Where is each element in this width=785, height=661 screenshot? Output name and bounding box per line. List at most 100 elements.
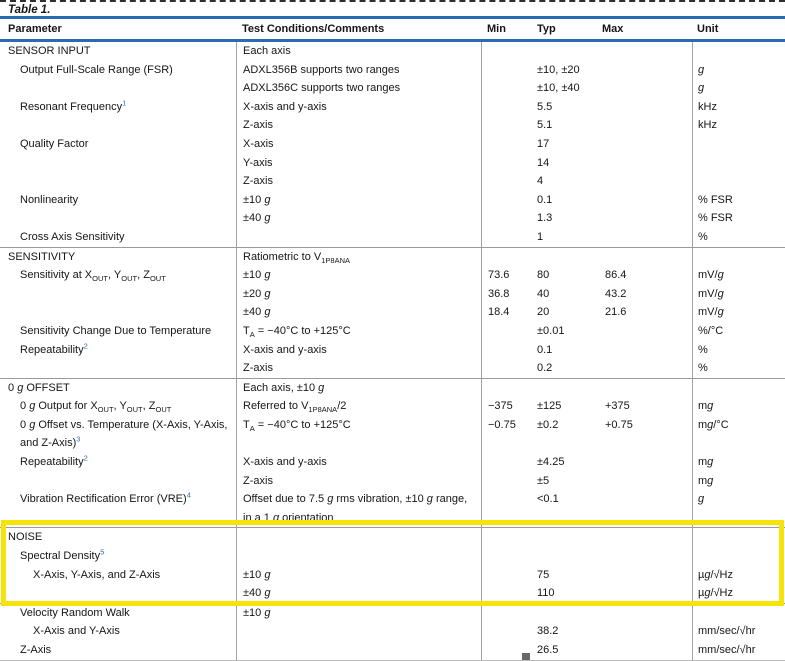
min-cell xyxy=(481,134,535,154)
max-cell xyxy=(600,172,692,191)
unit-cell: % xyxy=(692,340,785,360)
min-cell xyxy=(481,471,535,491)
header-rule-top xyxy=(0,16,785,19)
max-cell xyxy=(600,490,692,527)
table-row: Vibration Rectification Error (VRE)4 Offs… xyxy=(0,490,785,528)
unit-cell: µg/√Hz xyxy=(692,565,785,585)
unit-cell: %/°C xyxy=(692,321,785,341)
unit-cell: g xyxy=(692,79,785,98)
typ-cell: 38.2 xyxy=(537,625,559,638)
table-row: ±40 g 110 µg/√Hz xyxy=(0,584,785,603)
parameter-cell: X-Axis, Y-Axis, and Z-Axis xyxy=(33,568,161,581)
table-row: Z-Axis 26.5 mm/sec/√hr xyxy=(0,641,785,660)
parameter-cell xyxy=(0,209,236,228)
conditions-cell: Z-axis xyxy=(236,172,481,191)
typ-cell: 14 xyxy=(537,156,550,169)
max-cell xyxy=(600,322,692,341)
max-cell: 86.4 xyxy=(605,269,627,282)
parameter-cell xyxy=(0,154,236,173)
conditions-cell: Each axis xyxy=(236,42,481,61)
unit-cell: mg xyxy=(692,397,785,416)
table-row: 0 g OFFSET Each axis, ±10 g xyxy=(0,377,785,398)
unit-cell xyxy=(692,153,785,173)
parameter-cell: Vibration Rectification Error (VRE)4 xyxy=(20,490,191,506)
table-row: Sensitivity Change Due to Temperature TA … xyxy=(0,321,785,341)
conditions-cell: ±40 g xyxy=(236,584,481,603)
min-cell xyxy=(481,490,535,528)
column-header-typ: Typ xyxy=(537,23,556,35)
conditions-cell: Offset due to 7.5 g rms vibration, ±10 g… xyxy=(236,490,481,528)
typ-cell: 1.3 xyxy=(537,212,553,225)
parameter-cell: X-Axis and Y-Axis xyxy=(33,625,120,638)
min-cell: 36.8 xyxy=(481,284,535,304)
table-row: Z-axis 4 xyxy=(0,172,785,191)
parameter-cell xyxy=(0,359,236,378)
conditions-cell: TA = −40°C to +125°C xyxy=(236,321,481,341)
parameter-cell xyxy=(0,172,236,191)
unit-cell: % xyxy=(692,359,785,378)
table-row: ADXL356C supports two ranges ±10, ±40 g xyxy=(0,79,785,98)
table-row: 0 g Output for XOUT, YOUT, ZOUT Referred … xyxy=(0,397,785,416)
table-row: Resonant Frequency1 X-axis and y-axis 5.5 k… xyxy=(0,97,785,117)
table-row: SENSITIVITY Ratiometric to V1P8ANA xyxy=(0,246,785,267)
typ-cell: ±10, ±20 xyxy=(537,63,580,76)
unit-cell: mV/g xyxy=(692,303,785,322)
table-row: 0 g Offset vs. Temperature (X-Axis, Y-Ax… xyxy=(0,415,785,454)
column-header-parameter: Parameter xyxy=(8,23,62,35)
typ-cell: 80 xyxy=(537,269,550,282)
max-cell xyxy=(600,359,692,378)
typ-cell: 110 xyxy=(537,587,555,600)
table-row: Repeatability2 X-axis and y-axis ±4.25 mg xyxy=(0,453,785,472)
parameter-cell: Velocity Random Walk xyxy=(20,606,130,619)
conditions-cell: Y-axis xyxy=(236,153,481,173)
unit-cell: % FSR xyxy=(692,209,785,228)
conditions-cell xyxy=(236,227,481,247)
min-cell: −375 xyxy=(481,397,535,416)
conditions-cell: ±10 g xyxy=(236,603,481,623)
min-cell xyxy=(481,453,535,472)
parameter-cell: Sensitivity Change Due to Temperature xyxy=(20,324,212,337)
typ-cell xyxy=(535,604,600,623)
min-cell: 18.4 xyxy=(481,303,535,322)
min-cell xyxy=(481,42,535,61)
parameter-cell: SENSOR INPUT xyxy=(8,45,91,57)
min-cell xyxy=(481,247,535,267)
table-caption: Table 1. xyxy=(8,4,51,16)
min-cell xyxy=(481,603,535,623)
max-cell xyxy=(600,98,692,117)
table-row: Nonlinearity ±10 g 0.1 % FSR xyxy=(0,190,785,210)
table-row: X-Axis, Y-Axis, and Z-Axis ±10 g 75 µg/√Hz xyxy=(0,565,785,585)
table-row: Sensitivity at XOUT, YOUT, ZOUT ±10 g 73.6… xyxy=(0,266,785,285)
typ-cell: ±10, ±40 xyxy=(537,82,580,95)
min-cell xyxy=(481,227,535,247)
min-cell xyxy=(481,340,535,360)
table-row: Velocity Random Walk ±10 g xyxy=(0,602,785,623)
min-cell xyxy=(481,79,535,98)
max-cell xyxy=(600,228,692,247)
max-cell xyxy=(600,79,692,98)
table-row: Output Full-Scale Range (FSR) ADXL356B su… xyxy=(0,60,785,80)
parameter-cell xyxy=(0,285,236,304)
parameter-cell: Nonlinearity xyxy=(20,193,79,206)
parameter-cell: Sensitivity at XOUT, YOUT, ZOUT xyxy=(20,269,166,284)
conditions-cell: Z-axis xyxy=(236,359,481,378)
typ-cell: 5.1 xyxy=(537,119,553,132)
typ-cell: <0.1 xyxy=(537,493,559,506)
typ-cell xyxy=(535,379,600,398)
conditions-cell xyxy=(236,528,481,548)
typ-cell: 5.5 xyxy=(537,100,553,113)
conditions-cell: Z-axis xyxy=(236,471,481,491)
typ-cell: 4 xyxy=(537,175,544,188)
header-rule-bottom xyxy=(0,39,785,42)
column-header-unit: Unit xyxy=(697,23,719,35)
unit-cell xyxy=(692,134,785,154)
table-row: Z-axis 0.2% xyxy=(0,359,785,378)
typ-cell: ±0.01 xyxy=(537,324,565,337)
typ-cell xyxy=(535,547,600,566)
min-cell xyxy=(481,116,535,135)
table-row: X-Axis and Y-Axis 38.2 mm/sec/√hr xyxy=(0,622,785,641)
conditions-cell: Ratiometric to V1P8ANA xyxy=(236,247,481,267)
parameter-cell: Z-Axis xyxy=(20,644,52,656)
unit-cell: mg xyxy=(692,471,785,491)
